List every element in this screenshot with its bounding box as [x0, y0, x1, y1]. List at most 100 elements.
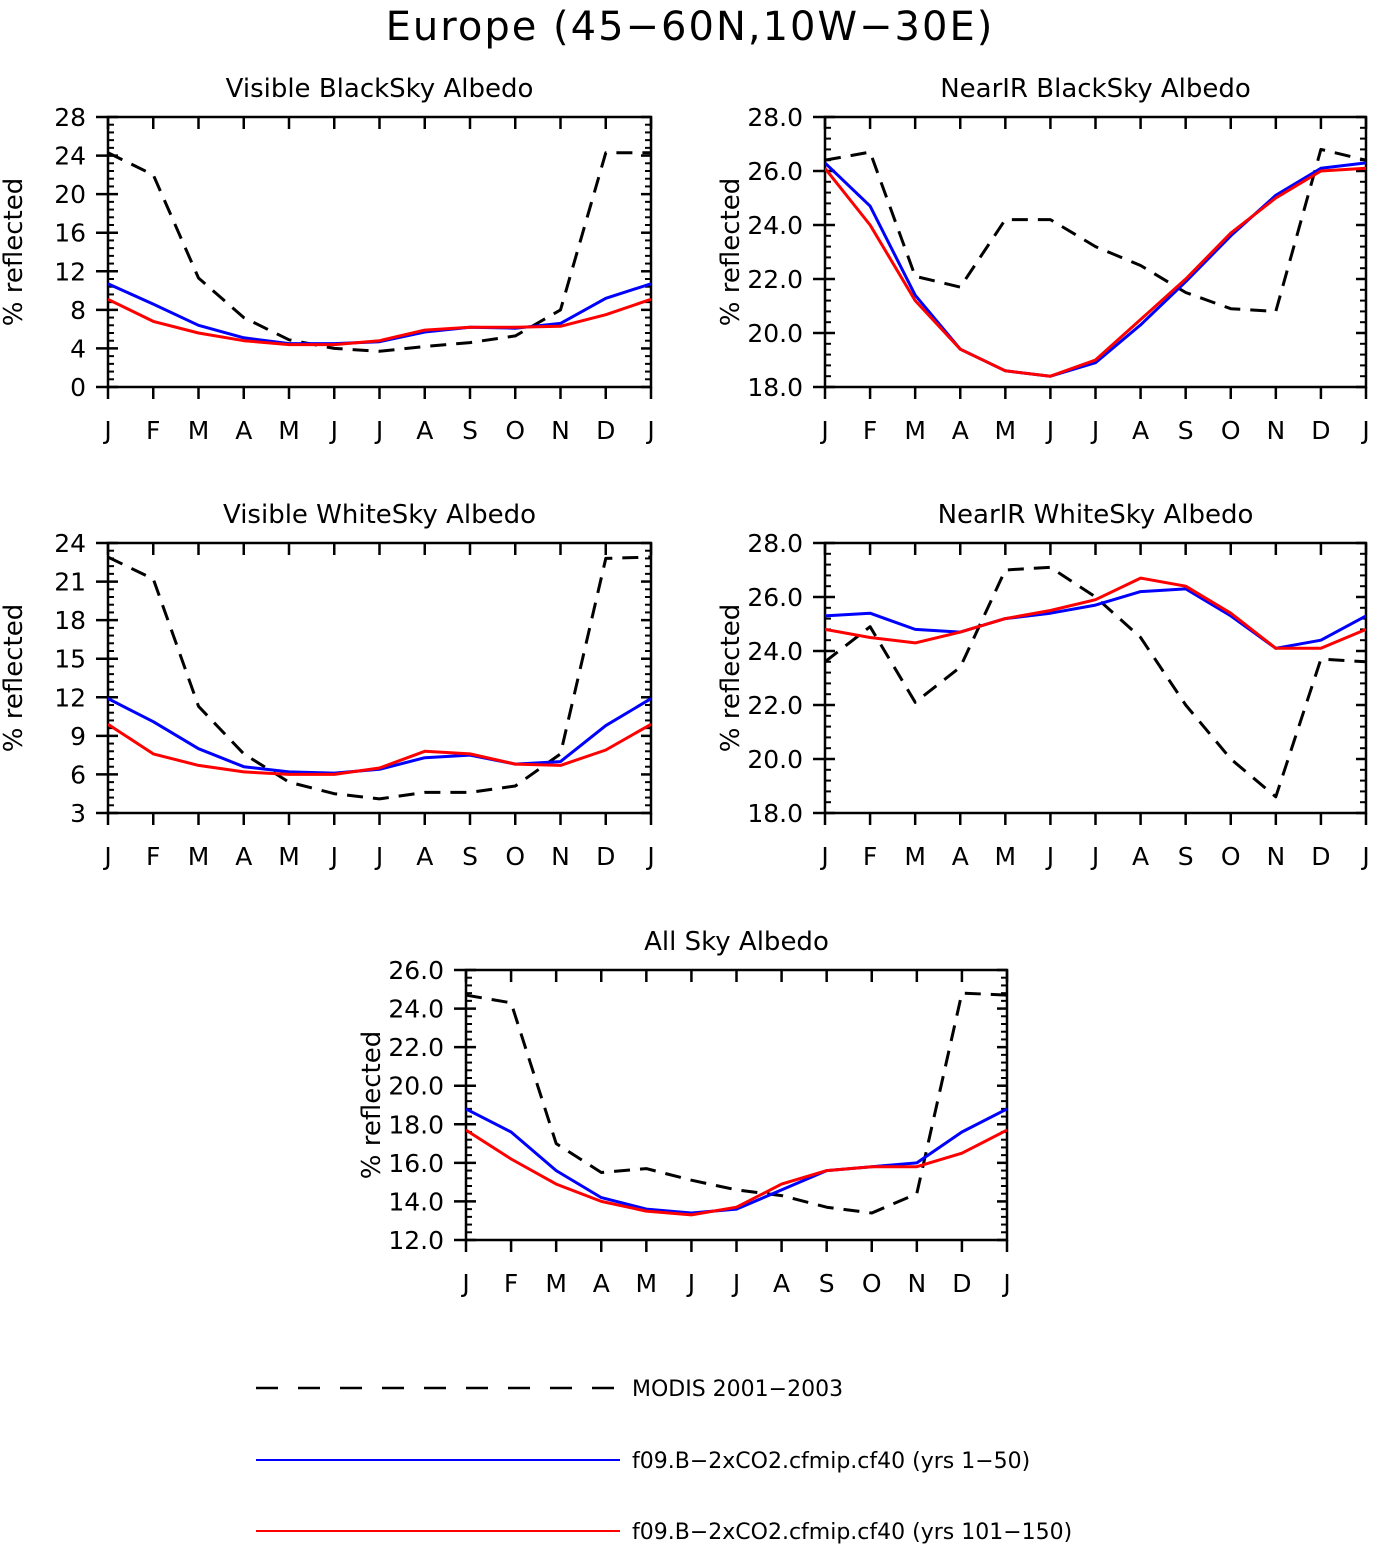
y-tick-label: 28.0: [747, 103, 803, 132]
legend-label-1: MODIS 2001−2003: [632, 1377, 843, 1402]
y-tick-label: 24: [54, 142, 86, 171]
y-tick-label: 26.0: [388, 956, 444, 985]
y-tick-label: 18.0: [747, 799, 803, 828]
y-tick-label: 21: [54, 568, 86, 597]
x-tick-label: A: [773, 1269, 790, 1298]
x-tick-label: N: [907, 1269, 926, 1298]
x-tick-label: S: [1178, 842, 1194, 871]
y-tick-label: 16: [54, 219, 86, 248]
x-tick-label: A: [416, 842, 433, 871]
series-line-3: [108, 297, 651, 347]
plot-frame: [106, 115, 653, 389]
x-tick-label: J: [645, 842, 654, 871]
x-tick-label: J: [102, 842, 111, 871]
x-tick-label: D: [1311, 416, 1330, 445]
x-tick-label: J: [1090, 416, 1099, 445]
y-tick-label: 8: [70, 296, 86, 325]
x-tick-label: M: [188, 416, 210, 445]
x-tick-label: D: [596, 842, 615, 871]
x-tick-label: A: [235, 842, 252, 871]
x-tick-label: O: [862, 1269, 882, 1298]
y-tick-label: 18.0: [747, 373, 803, 402]
series-line-2: [825, 587, 1366, 650]
y-tick-label: 28: [54, 103, 86, 132]
y-tick-label: 9: [70, 722, 86, 751]
y-tick-label: 22.0: [747, 265, 803, 294]
x-tick-label: S: [462, 416, 478, 445]
x-tick-label: J: [731, 1269, 740, 1298]
x-tick-label: A: [593, 1269, 610, 1298]
y-tick-label: 22.0: [388, 1033, 444, 1062]
y-tick-label: 26.0: [747, 583, 803, 612]
x-tick-label: F: [146, 842, 160, 871]
series-line-3: [825, 166, 1366, 378]
x-tick-label: J: [374, 416, 383, 445]
plot-frame: [464, 968, 1009, 1242]
x-tick-label: M: [995, 842, 1017, 871]
series-line-2: [108, 282, 651, 346]
y-tick-label: 14.0: [388, 1187, 444, 1216]
x-tick-label: J: [1090, 842, 1099, 871]
y-axis-label: % reflected: [716, 178, 746, 326]
x-tick-label: M: [904, 416, 926, 445]
series-line-3: [108, 722, 651, 776]
series-line-1: [108, 555, 651, 801]
x-tick-label: J: [645, 416, 654, 445]
y-tick-label: 18.0: [388, 1110, 444, 1139]
x-tick-label: M: [278, 842, 300, 871]
y-tick-label: 28.0: [747, 529, 803, 558]
x-tick-label: J: [1045, 842, 1054, 871]
y-tick-label: 12: [54, 257, 86, 286]
panel-title: NearIR WhiteSky Albedo: [938, 500, 1254, 530]
y-tick-label: 16.0: [388, 1149, 444, 1178]
x-tick-label: A: [416, 416, 433, 445]
y-tick-label: 24.0: [747, 211, 803, 240]
y-tick-label: 20: [54, 180, 86, 209]
legend-label-3: f09.B−2xCO2.cfmip.cf40 (yrs 101−150): [632, 1520, 1072, 1545]
x-tick-label: N: [1266, 416, 1285, 445]
x-tick-label: A: [235, 416, 252, 445]
x-tick-label: N: [551, 842, 570, 871]
series-line-3: [466, 1128, 1007, 1217]
x-tick-label: J: [1001, 1269, 1010, 1298]
x-tick-label: D: [1311, 842, 1330, 871]
y-tick-label: 24.0: [747, 637, 803, 666]
x-tick-label: M: [545, 1269, 567, 1298]
plot-frame: [106, 541, 653, 815]
x-tick-label: M: [995, 416, 1017, 445]
y-tick-label: 20.0: [747, 745, 803, 774]
x-tick-label: S: [462, 842, 478, 871]
x-tick-label: J: [374, 842, 383, 871]
y-tick-label: 18: [54, 606, 86, 635]
y-axis-label: % reflected: [357, 1031, 387, 1179]
x-tick-label: O: [1221, 842, 1241, 871]
series-line-1: [825, 147, 1366, 313]
y-tick-label: 6: [70, 760, 86, 789]
x-tick-label: J: [329, 842, 338, 871]
x-tick-label: A: [1132, 416, 1149, 445]
x-tick-label: O: [1221, 416, 1241, 445]
x-tick-label: O: [505, 416, 525, 445]
x-tick-label: F: [863, 416, 877, 445]
y-axis-label: % reflected: [0, 178, 29, 326]
x-tick-label: A: [1132, 842, 1149, 871]
series-line-3: [825, 576, 1366, 650]
x-tick-label: F: [504, 1269, 518, 1298]
x-tick-label: M: [188, 842, 210, 871]
x-tick-label: J: [819, 842, 828, 871]
y-tick-label: 0: [70, 373, 86, 402]
x-tick-label: A: [952, 416, 969, 445]
x-tick-label: F: [863, 842, 877, 871]
y-tick-label: 12.0: [388, 1226, 444, 1255]
y-tick-label: 20.0: [388, 1072, 444, 1101]
y-tick-label: 20.0: [747, 319, 803, 348]
series-line-1: [825, 565, 1366, 799]
x-tick-label: S: [1178, 416, 1194, 445]
x-tick-label: D: [596, 416, 615, 445]
x-tick-label: N: [551, 416, 570, 445]
